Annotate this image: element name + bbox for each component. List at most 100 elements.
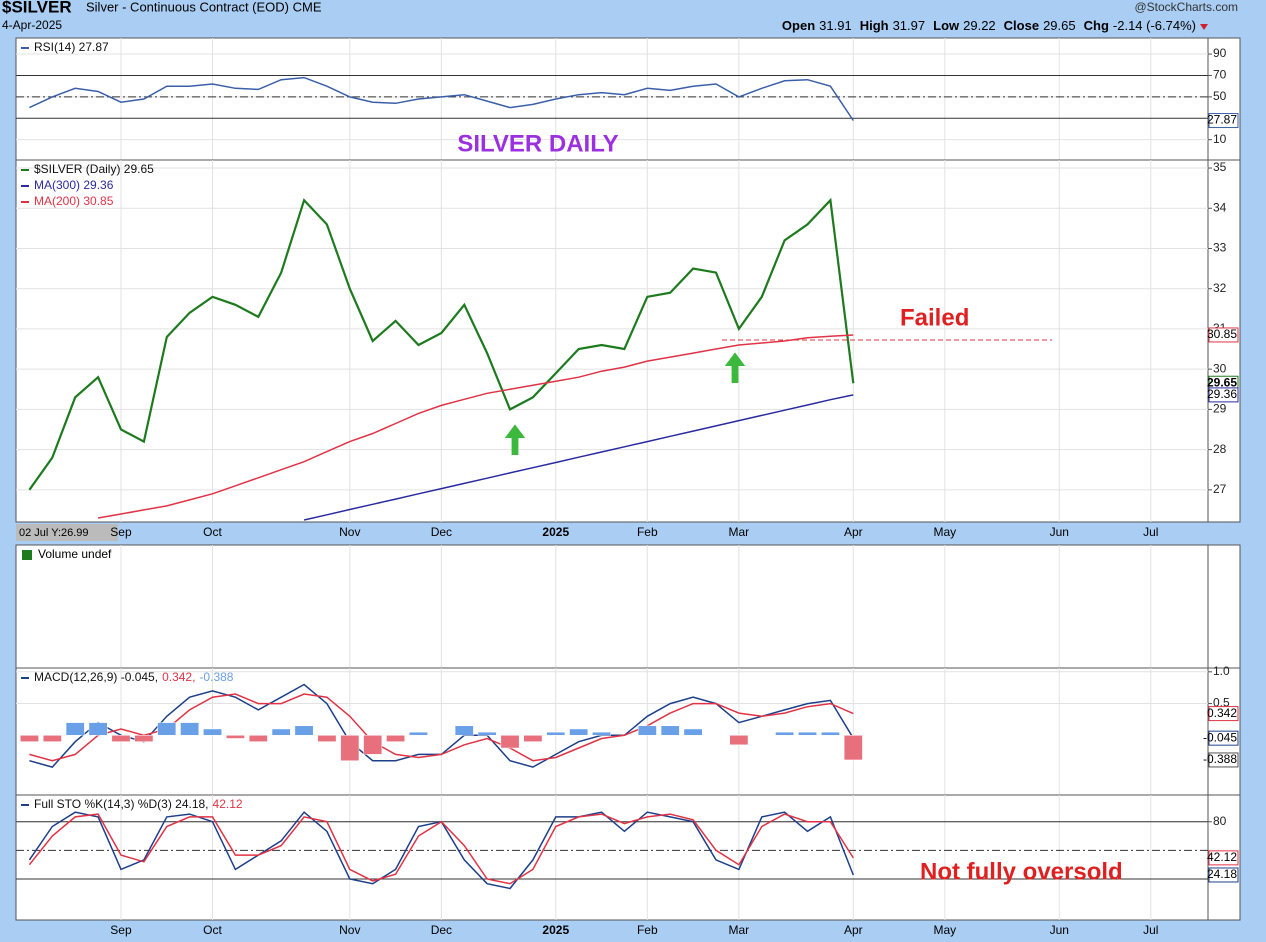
annotation: Not fully oversold: [920, 858, 1123, 885]
x-tick-label: Jun: [1050, 525, 1069, 539]
quote-label: Low: [933, 18, 960, 33]
end-label: -0.045: [1203, 730, 1237, 744]
histogram-bar: [592, 731, 611, 736]
histogram-bar: [294, 725, 314, 736]
histogram-bar: [271, 728, 291, 736]
instrument-name: Silver - Continuous Contract (EOD) CME: [86, 0, 322, 14]
x-tick-label: 2025: [542, 923, 569, 937]
cursor-label: 02 Jul Y:26.99: [19, 527, 89, 539]
annotation: Failed: [900, 304, 969, 331]
y-tick-label: 50: [1213, 89, 1227, 103]
panel: [15, 37, 1241, 161]
quote-value: 29.22: [963, 18, 996, 33]
x-tick-label: May: [933, 525, 956, 539]
x-tick-label: Jul: [1143, 923, 1158, 937]
x-tick-label: Feb: [637, 923, 658, 937]
legend-entry: MA(300) 29.36: [34, 178, 114, 192]
legend-entry: 42.12: [213, 797, 243, 811]
end-label-box: [1208, 752, 1239, 768]
legend-entry: $SILVER (Daily) 29.65: [34, 162, 154, 176]
x-tick-label: Oct: [203, 525, 222, 539]
series-line: [303, 394, 854, 521]
histogram-bar: [729, 735, 749, 746]
histogram-bar: [454, 725, 474, 736]
quote-label: High: [860, 18, 889, 33]
histogram-bar: [65, 722, 85, 736]
quote-value: 29.65: [1043, 18, 1076, 33]
legend-entry: MA(200) 30.85: [34, 194, 114, 208]
histogram-bar: [683, 728, 703, 736]
legend-entry: -0.388: [199, 670, 233, 684]
x-tick-label: Mar: [729, 923, 750, 937]
y-tick-label: 29: [1213, 402, 1227, 416]
histogram-bar: [637, 725, 657, 736]
histogram-bar: [843, 735, 863, 761]
histogram-bar: [660, 725, 680, 736]
annotation: SILVER DAILY: [457, 130, 618, 157]
histogram-bar: [546, 731, 566, 736]
histogram-bar: [569, 728, 589, 736]
end-label-box: [1208, 113, 1239, 129]
quote: Open 31.91 High 31.97 Low 29.22 Close 29.65 Chg -…: [782, 18, 1196, 33]
quote-label: Close: [1004, 18, 1039, 33]
source: @StockCharts.com: [1134, 0, 1238, 14]
panel: [15, 544, 1241, 669]
x-tick-label: Jul: [1143, 525, 1158, 539]
y-tick-label: 30: [1213, 361, 1227, 375]
end-label-box: [1208, 867, 1239, 883]
histogram-bar: [157, 722, 177, 736]
histogram-bar: [226, 735, 245, 739]
legend-entry: Full STO %K(14,3) %D(3) 24.18,: [34, 797, 209, 811]
up-arrow: [724, 352, 746, 383]
end-label: 29.65: [1207, 375, 1237, 389]
histogram-bar: [363, 735, 383, 755]
symbol: $SILVER: [2, 0, 72, 16]
histogram-bar: [248, 735, 268, 742]
end-label-box: [1208, 850, 1239, 866]
legend: Full STO %K(14,3) %D(3) 24.18, 42.12: [34, 797, 243, 811]
y-tick-label: 1.0: [1213, 664, 1230, 678]
end-label: 29.36: [1207, 387, 1237, 401]
up-arrow: [504, 424, 526, 455]
panel: [15, 794, 1241, 921]
histogram-bar: [111, 735, 131, 742]
x-tick-label: Dec: [431, 923, 452, 937]
end-label: -0.388: [1203, 752, 1237, 766]
x-tick-label: Sep: [110, 525, 132, 539]
y-tick-label: 70: [1213, 68, 1227, 82]
end-label: 42.12: [1207, 850, 1237, 864]
histogram-bar: [203, 728, 222, 736]
histogram-bar: [134, 735, 154, 742]
x-tick-label: Oct: [203, 923, 222, 937]
histogram-bar: [523, 735, 543, 742]
legend: MACD(12,26,9) -0.045, 0.342, -0.388: [34, 670, 234, 684]
series-line: [97, 334, 854, 519]
histogram-bar: [42, 735, 62, 742]
x-tick-label: Nov: [339, 525, 360, 539]
legend-entry: 0.342,: [162, 670, 195, 684]
histogram-bar: [386, 735, 406, 742]
x-tick-label: Nov: [339, 923, 360, 937]
legend-entry: RSI(14) 27.87: [34, 40, 109, 54]
legend-entry: Volume undef: [38, 547, 112, 561]
histogram-bar: [20, 735, 39, 742]
y-tick-label: 34: [1213, 200, 1227, 214]
x-tick-label: Feb: [637, 525, 658, 539]
end-label-box: [1208, 706, 1239, 722]
end-label-box: [1208, 327, 1239, 343]
end-label: 27.87: [1207, 113, 1237, 127]
end-label: 30.85: [1207, 327, 1237, 341]
histogram-bar: [88, 722, 108, 736]
legend-entry: MACD(12,26,9) -0.045,: [34, 670, 158, 684]
x-tick-label: Mar: [729, 525, 750, 539]
histogram-bar: [340, 735, 360, 761]
histogram-bar: [409, 731, 428, 736]
end-label: 24.18: [1207, 867, 1237, 881]
y-tick-label: 32: [1213, 281, 1227, 295]
x-tick-label: Apr: [844, 923, 863, 937]
series-line: [29, 76, 854, 121]
x-tick-label: May: [933, 923, 956, 937]
x-tick-label: Jun: [1050, 923, 1069, 937]
legend-icon: [22, 550, 32, 560]
